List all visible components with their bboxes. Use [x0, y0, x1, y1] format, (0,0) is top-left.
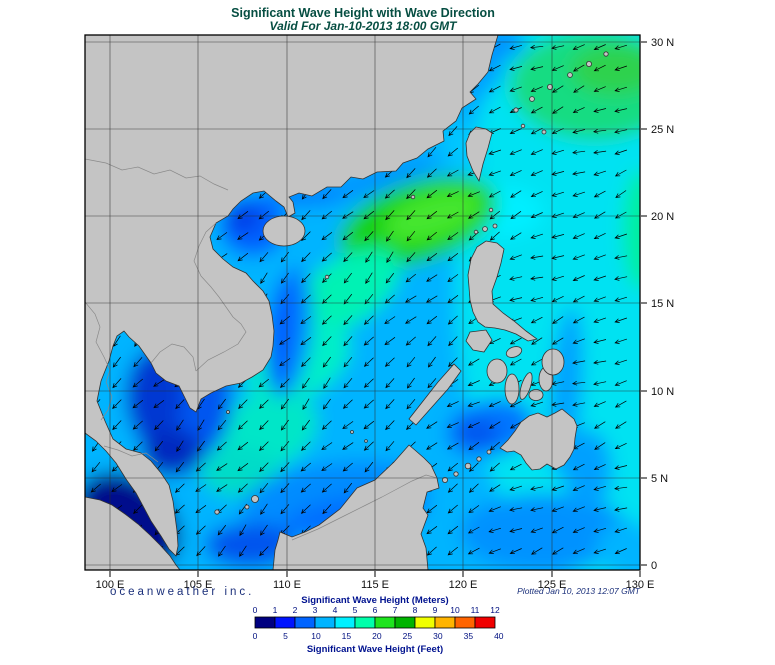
legend-color-segment [454, 616, 476, 629]
land-taiwan [465, 126, 493, 183]
legend-color-bar: 0 1 2 3 4 5 6 7 8 9 10 11 120 5 10 15 20 25 30 35 40 [253, 605, 504, 641]
map-subtitle: Valid For Jan-10-2013 18:00 GMT [270, 19, 459, 33]
legend-feet-tick: 5 [283, 631, 288, 641]
legend-meters-tick: 12 [490, 605, 500, 615]
lon-tick-label: 130 E [626, 579, 655, 591]
legend-feet-tick: 20 [372, 631, 382, 641]
land-mainland-asia [85, 35, 499, 557]
oceanweather-branding: oceanweather inc. [110, 586, 254, 598]
legend-color-segment [434, 616, 456, 629]
legend-meters-title: Significant Wave Height (Meters) [301, 595, 448, 606]
lon-tick-label: 120 E [449, 579, 478, 591]
country-borders [85, 158, 438, 541]
legend-meters-tick: 3 [313, 605, 318, 615]
plotted-timestamp: Plotted Jan 10, 2013 12:07 GMT [517, 586, 641, 596]
lat-tick-label: 30 N [651, 37, 674, 49]
legend-color-segment [394, 616, 416, 629]
legend-color-segment [354, 616, 376, 629]
small-islands [214, 51, 609, 515]
land-cebu [519, 372, 533, 400]
legend-feet-tick: 40 [494, 631, 504, 641]
legend-meters-tick: 8 [413, 605, 418, 615]
land-borneo [272, 444, 440, 570]
legend-meters-tick: 0 [253, 605, 258, 615]
lon-tick-label: 105 E [184, 579, 213, 591]
land-mindanao [499, 408, 578, 471]
legend-meters-tick: 1 [273, 605, 278, 615]
land-masses [85, 35, 609, 570]
land-samar [541, 348, 565, 376]
axis-labels: 30 N 25 N 20 N 15 N 10 N 5 N 0 100 E 105 E 110 E 1… [96, 37, 675, 591]
legend-feet-tick: 35 [464, 631, 474, 641]
lat-tick-label: 20 N [651, 211, 674, 223]
land-palawan [408, 363, 462, 426]
legend-color-segment [374, 616, 396, 629]
legend-meters-tick: 4 [333, 605, 338, 615]
map-border [84, 34, 641, 571]
land-masbate [505, 346, 523, 358]
land-negros [504, 373, 520, 405]
legend-meters-tick: 5 [353, 605, 358, 615]
legend-meters-tick: 2 [293, 605, 298, 615]
legend-meters-tick: 6 [373, 605, 378, 615]
legend-feet-title: Significant Wave Height (Feet) [307, 644, 443, 655]
lat-tick-label: 5 N [651, 473, 668, 485]
land-luzon [467, 240, 538, 342]
grid-lines [85, 35, 640, 570]
legend-feet-tick: 10 [311, 631, 321, 641]
lat-tick-label: 10 N [651, 386, 674, 398]
lat-tick-label: 25 N [651, 124, 674, 136]
legend-feet-tick: 0 [253, 631, 258, 641]
legend-feet-tick: 15 [342, 631, 352, 641]
legend-color-segment [414, 616, 436, 629]
legend-meters-tick: 10 [450, 605, 460, 615]
legend-feet-tick: 25 [403, 631, 413, 641]
legend-color-segment [274, 616, 296, 629]
land-hainan [262, 215, 306, 247]
lon-tick-label: 125 E [538, 579, 567, 591]
legend-color-segment [254, 616, 276, 629]
land-panay [486, 358, 508, 384]
lon-tick-label: 115 E [361, 579, 389, 591]
map-title: Significant Wave Height with Wave Direct… [231, 6, 495, 20]
legend-color-segment [334, 616, 356, 629]
legend-color-segment [314, 616, 336, 629]
land-mindoro [465, 329, 493, 353]
legend-feet-tick: 30 [433, 631, 443, 641]
land-bohol [528, 389, 544, 401]
legend-color-segment [294, 616, 316, 629]
legend-meters-tick: 7 [393, 605, 398, 615]
lat-tick-label: 0 [651, 560, 657, 572]
lat-tick-label: 15 N [651, 298, 674, 310]
lon-tick-label: 110 E [273, 579, 301, 591]
legend-meters-tick: 11 [471, 605, 480, 615]
lon-tick-label: 100 E [96, 579, 125, 591]
legend-meters-tick: 9 [433, 605, 438, 615]
legend-color-segment [474, 616, 496, 629]
